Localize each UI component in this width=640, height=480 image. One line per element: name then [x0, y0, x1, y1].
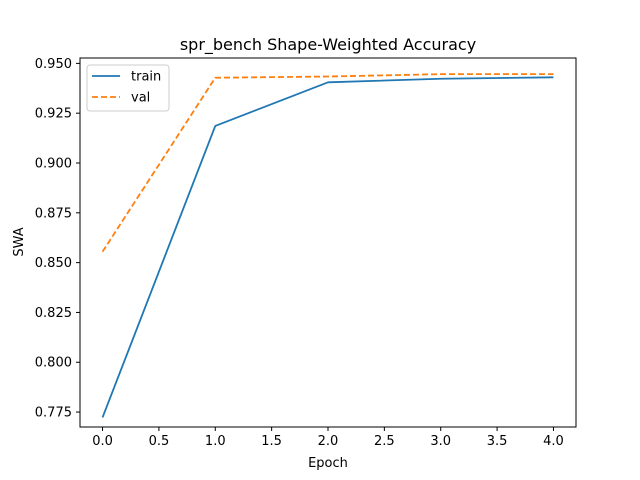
x-tick-label: 4.0 [543, 434, 564, 449]
legend: train val [86, 64, 170, 112]
y-tick-label: 0.850 [35, 256, 72, 271]
y-tick-label: 0.950 [35, 57, 72, 72]
legend-label-train: train [131, 70, 161, 85]
y-tick-label: 0.825 [35, 306, 72, 321]
y-tick-label: 0.925 [35, 107, 72, 122]
plot-area [79, 57, 577, 428]
x-axis-label: Epoch [308, 456, 348, 471]
series-line-train [101, 76, 554, 418]
series-line-val [101, 73, 554, 253]
x-tick-label: 3.5 [487, 434, 508, 449]
y-axis-ticks: 0.775 0.800 0.825 0.850 0.875 0.900 0.925 0.950 [35, 57, 80, 421]
legend-label-val: val [131, 91, 150, 106]
x-tick-label: 0.0 [92, 434, 113, 449]
axes-background [80, 58, 576, 427]
y-tick-label: 0.875 [35, 206, 72, 221]
series-layer [101, 73, 554, 418]
y-axis-label: SWA [12, 227, 27, 256]
y-tick-label: 0.775 [35, 406, 72, 421]
x-tick-label: 2.5 [374, 434, 395, 449]
x-tick-label: 1.5 [261, 434, 282, 449]
chart-title: spr_bench Shape-Weighted Accuracy [180, 35, 476, 55]
x-tick-label: 3.0 [430, 434, 451, 449]
x-tick-label: 0.5 [149, 434, 170, 449]
y-tick-label: 0.900 [35, 157, 72, 172]
x-tick-label: 1.0 [205, 434, 226, 449]
x-axis-ticks: 0.0 0.5 1.0 1.5 2.0 2.5 3.0 3.5 4.0 [92, 427, 564, 449]
y-tick-label: 0.800 [35, 356, 72, 371]
x-tick-label: 2.0 [318, 434, 339, 449]
